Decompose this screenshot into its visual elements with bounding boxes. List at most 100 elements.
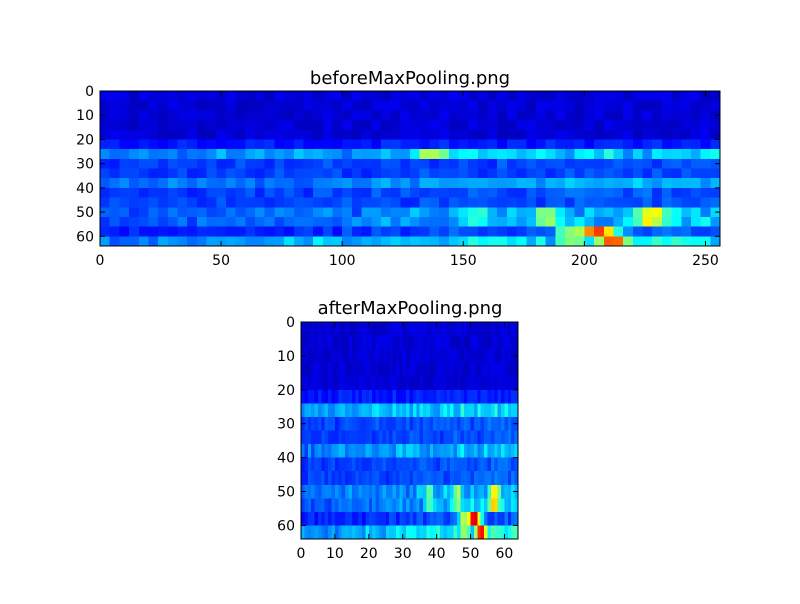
heatmap-cell xyxy=(322,216,334,228)
heatmap-cell xyxy=(380,226,392,237)
heatmap-cell xyxy=(419,484,424,499)
heatmap-cell xyxy=(362,471,367,486)
heatmap-cell xyxy=(324,525,329,540)
heatmap-cell xyxy=(225,207,237,218)
heatmap-cell xyxy=(348,389,353,404)
heatmap-cell xyxy=(594,120,605,131)
heatmap-cell xyxy=(671,168,682,179)
heatmap-cell xyxy=(511,498,516,513)
heatmap-cell xyxy=(497,376,502,391)
heatmap-cell xyxy=(314,335,319,350)
heatmap-cell xyxy=(206,197,217,208)
heatmap-cell xyxy=(313,226,324,237)
heatmap-cell xyxy=(334,416,339,432)
heatmap-cell xyxy=(328,349,333,364)
heatmap-cell xyxy=(484,362,489,377)
heatmap-cell xyxy=(460,349,465,364)
heatmap-cell xyxy=(661,236,673,247)
heatmap-cell xyxy=(419,120,430,131)
heatmap-cell xyxy=(642,129,653,141)
heatmap-cell xyxy=(245,178,256,189)
heatmap-cell xyxy=(341,511,346,527)
heatmap-cell xyxy=(372,389,377,404)
heatmap-cell xyxy=(642,187,653,199)
heatmap-cell xyxy=(681,178,692,189)
heatmap-cell xyxy=(284,139,295,150)
heatmap-cell xyxy=(372,457,377,472)
heatmap-cell xyxy=(148,168,159,179)
heatmap-cell xyxy=(468,197,479,208)
heatmap-cell xyxy=(351,207,363,218)
heatmap-cell xyxy=(443,376,448,391)
heatmap-cell xyxy=(100,100,111,111)
heatmap-cell xyxy=(324,349,329,364)
heatmap-cell xyxy=(429,511,434,527)
heatmap-cell xyxy=(328,389,333,404)
heatmap-cell xyxy=(167,226,179,237)
heatmap-cell xyxy=(301,403,305,418)
heatmap-cell xyxy=(443,444,448,459)
heatmap-cell xyxy=(177,216,188,228)
heatmap-cell xyxy=(473,376,478,391)
heatmap-cell xyxy=(375,376,380,391)
heatmap-cell xyxy=(341,525,346,540)
heatmap-cell xyxy=(526,226,537,237)
heatmap-cell xyxy=(565,120,576,131)
heatmap-cell xyxy=(484,416,489,432)
heatmap-cell xyxy=(331,444,336,459)
heatmap-cell xyxy=(313,168,324,179)
heatmap-cell xyxy=(380,216,392,228)
heatmap-cell xyxy=(661,226,673,237)
heatmap-cell xyxy=(368,471,373,486)
heatmap-cell xyxy=(358,335,363,350)
heatmap-cell xyxy=(338,471,343,486)
heatmap-cell xyxy=(332,236,343,247)
heatmap-cell xyxy=(584,207,595,218)
heatmap-cell xyxy=(473,511,478,527)
heatmap-cell xyxy=(487,525,492,540)
heatmap-cell xyxy=(245,158,256,170)
heatmap-cell xyxy=(642,149,653,160)
heatmap-cell xyxy=(313,207,324,218)
heatmap-cell xyxy=(307,349,312,364)
heatmap-cell xyxy=(351,376,356,391)
heatmap-cell xyxy=(584,120,595,131)
heatmap-cell xyxy=(458,216,469,228)
heatmap-cell xyxy=(301,376,305,391)
heatmap-cell xyxy=(497,187,508,199)
heatmap-cell xyxy=(317,498,322,513)
heatmap-cell xyxy=(681,100,692,111)
heatmap-cell xyxy=(109,129,120,141)
heatmap-cell xyxy=(450,444,455,459)
heatmap-cell xyxy=(450,525,455,540)
heatmap-cell xyxy=(467,389,472,404)
heatmap-cell xyxy=(400,129,411,141)
heatmap-cell xyxy=(382,335,387,350)
heatmap-cell xyxy=(351,322,356,337)
heatmap-cell xyxy=(216,110,227,121)
heatmap-cell xyxy=(623,91,634,102)
heatmap-cell xyxy=(467,498,472,513)
heatmap-cell xyxy=(311,484,316,499)
heatmap-cell xyxy=(196,158,208,170)
heatmap-cell xyxy=(274,236,285,247)
heatmap-cell xyxy=(351,100,363,111)
heatmap-cell xyxy=(594,187,605,199)
heatmap-cell xyxy=(399,322,404,337)
heatmap-cell xyxy=(148,187,159,199)
heatmap-cell xyxy=(406,389,411,404)
heatmap-cell xyxy=(661,91,673,102)
heatmap-cell xyxy=(412,416,417,432)
heatmap-cell xyxy=(348,484,353,499)
heatmap-cell xyxy=(368,525,373,540)
heatmap-cell xyxy=(362,349,367,364)
heatmap-cell xyxy=(362,444,367,459)
heatmap-cell xyxy=(331,416,336,432)
heatmap-cell xyxy=(177,207,188,218)
heatmap-cell xyxy=(196,110,208,121)
heatmap-cell xyxy=(334,403,339,418)
heatmap-cell xyxy=(255,168,266,179)
heatmap-cell xyxy=(448,129,460,141)
heatmap-cell xyxy=(322,149,334,160)
y-tick-label: 50 xyxy=(76,205,94,221)
